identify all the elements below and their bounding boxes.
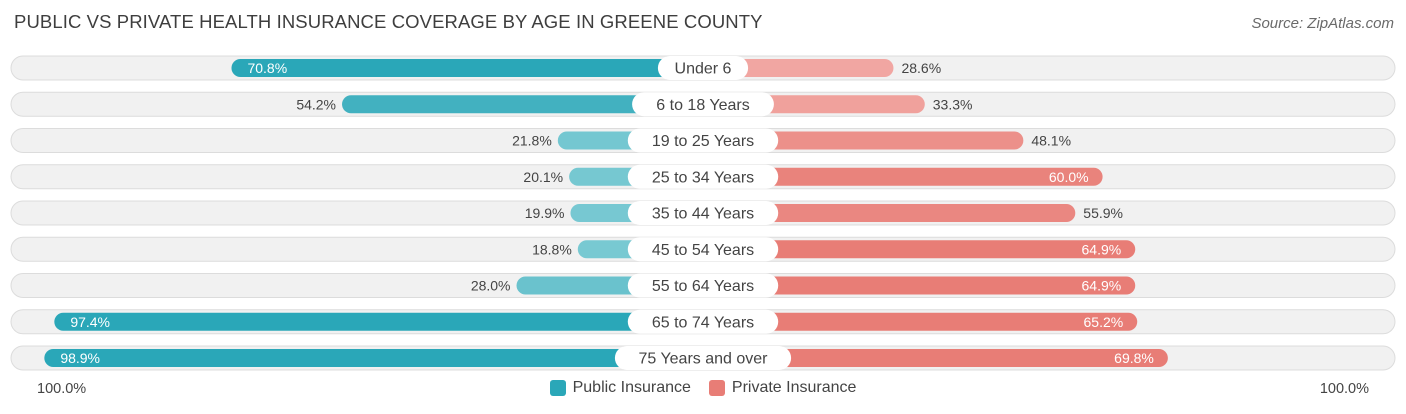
- category-label-pill: [614, 346, 792, 370]
- legend-swatch-private: [708, 380, 725, 396]
- category-label-pill: [627, 309, 779, 334]
- private-bar: [703, 131, 1024, 150]
- axis-left-label: 100.0%: [37, 381, 87, 397]
- public-value-label: 70.8%: [247, 60, 287, 76]
- category-label-pill: [627, 128, 779, 153]
- public-value-label: 97.4%: [70, 314, 110, 330]
- legend-swatch-public: [549, 380, 566, 396]
- public-value-label: 21.8%: [512, 133, 552, 149]
- private-bar: [703, 59, 894, 77]
- public-value-label: 28.0%: [471, 278, 511, 294]
- category-label-pill: [627, 201, 779, 225]
- category-label-pill: [627, 164, 779, 189]
- private-value-label: 64.9%: [1082, 241, 1122, 257]
- public-value-label: 20.1%: [523, 169, 563, 185]
- category-label-pill: [627, 237, 779, 262]
- private-value-label: 28.6%: [901, 60, 941, 76]
- public-value-label: 54.2%: [296, 96, 336, 112]
- chart-source: Source: ZipAtlas.com: [1251, 15, 1394, 32]
- legend-label-private: Private Insurance: [731, 379, 857, 396]
- private-bar: [703, 312, 1138, 331]
- public-value-label: 18.8%: [532, 241, 572, 257]
- category-label: 35 to 44 Years: [652, 206, 754, 223]
- private-value-label: 64.9%: [1082, 278, 1122, 294]
- private-bar: [703, 240, 1136, 259]
- chart-canvas: 70.8% 28.6% Under 6 54.2% 33.3% 6 to 18 Years…: [10, 55, 1396, 371]
- public-bar: [231, 59, 704, 77]
- category-label: 25 to 34 Years: [652, 169, 754, 186]
- public-value-label: 19.9%: [525, 205, 565, 221]
- category-label-pill: [627, 273, 779, 298]
- private-bar: [703, 349, 1168, 367]
- legend-label-public: Public Insurance: [572, 379, 691, 396]
- private-bar: [703, 276, 1136, 295]
- chart-title: PUBLIC VS PRIVATE HEALTH INSURANCE COVER…: [14, 11, 763, 32]
- category-label: 75 Years and over: [639, 351, 769, 368]
- private-value-label: 60.0%: [1049, 169, 1089, 185]
- public-bar: [54, 312, 704, 331]
- category-label-pill: [632, 92, 774, 117]
- category-label: Under 6: [675, 61, 732, 78]
- category-label: 55 to 64 Years: [652, 278, 754, 295]
- public-value-label: 98.9%: [60, 350, 100, 366]
- legend-item-private: Private Insurance: [708, 379, 857, 397]
- private-value-label: 69.8%: [1114, 350, 1154, 366]
- private-value-label: 33.3%: [933, 96, 973, 112]
- category-label: 65 to 74 Years: [652, 314, 754, 331]
- category-label: 45 to 54 Years: [652, 242, 754, 259]
- public-bar: [342, 95, 703, 114]
- private-value-label: 48.1%: [1031, 133, 1071, 149]
- private-value-label: 55.9%: [1083, 205, 1123, 221]
- legend-item-public: Public Insurance: [549, 379, 691, 397]
- private-bar: [703, 167, 1103, 186]
- private-bar: [703, 204, 1076, 222]
- legend: Public Insurance Private Insurance: [0, 379, 1406, 397]
- public-bar: [44, 349, 704, 367]
- category-label: 6 to 18 Years: [656, 97, 749, 114]
- category-label: 19 to 25 Years: [652, 133, 754, 150]
- axis-right-label: 100.0%: [1319, 381, 1369, 397]
- private-value-label: 65.2%: [1084, 314, 1124, 330]
- category-label-pill: [657, 56, 749, 80]
